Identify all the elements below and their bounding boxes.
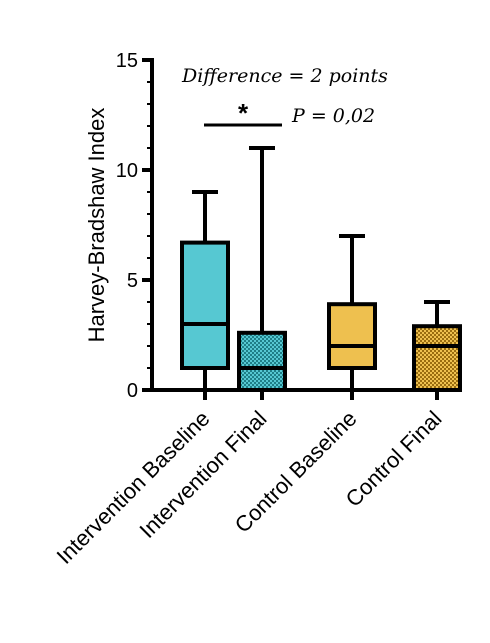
boxes — [180, 146, 462, 393]
box-1 — [180, 190, 230, 392]
p-value-annotation: P = 0,02 — [291, 105, 375, 127]
iqr-box — [412, 324, 462, 393]
difference-annotation: Difference = 2 points — [181, 65, 388, 87]
y-tick-label-10: 10 — [116, 160, 138, 182]
iqr-box — [180, 240, 230, 371]
box-2 — [237, 146, 287, 392]
box-3 — [327, 234, 377, 392]
annotations: Difference = 2 points * P = 0,02 — [181, 65, 388, 128]
iqr-box — [327, 302, 377, 371]
y-axis: 0 5 10 15 — [116, 50, 154, 402]
y-tick-label-15: 15 — [116, 50, 138, 72]
iqr-box — [237, 330, 287, 392]
significance-star: * — [238, 98, 249, 128]
y-tick-label-0: 0 — [127, 380, 138, 402]
y-tick-label-5: 5 — [127, 270, 138, 292]
box-4 — [412, 300, 462, 393]
y-axis-title: Harvey-Bradshaw Index — [84, 108, 109, 343]
